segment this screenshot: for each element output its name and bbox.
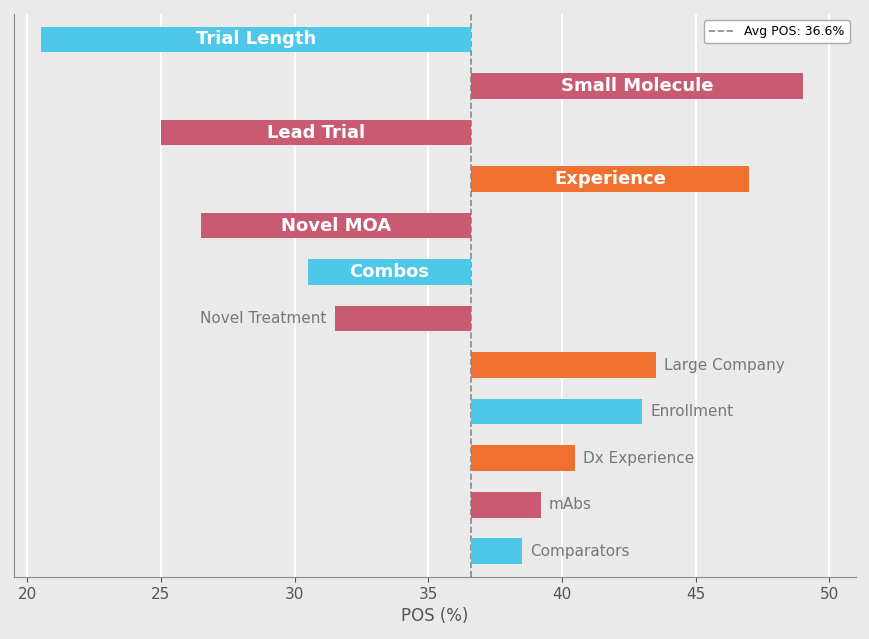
Bar xyxy=(470,352,655,378)
X-axis label: POS (%): POS (%) xyxy=(401,607,468,625)
Bar xyxy=(41,27,470,52)
Text: Dx Experience: Dx Experience xyxy=(583,450,693,466)
Bar xyxy=(470,492,540,518)
Text: Trial Length: Trial Length xyxy=(196,31,315,49)
Text: Large Company: Large Company xyxy=(663,358,784,373)
Legend: Avg POS: 36.6%: Avg POS: 36.6% xyxy=(704,20,849,43)
Text: Combos: Combos xyxy=(349,263,429,281)
Text: mAbs: mAbs xyxy=(548,497,591,512)
Text: Novel MOA: Novel MOA xyxy=(281,217,391,235)
Bar xyxy=(470,166,748,192)
Text: Lead Trial: Lead Trial xyxy=(267,123,365,141)
Bar xyxy=(470,539,521,564)
Bar xyxy=(161,119,470,145)
Bar xyxy=(470,73,802,99)
Text: Novel Treatment: Novel Treatment xyxy=(200,311,327,326)
Bar xyxy=(470,445,574,471)
Text: Enrollment: Enrollment xyxy=(649,404,733,419)
Text: Experience: Experience xyxy=(554,170,666,188)
Bar xyxy=(308,259,470,285)
Bar xyxy=(335,306,470,332)
Bar xyxy=(201,213,470,238)
Text: Small Molecule: Small Molecule xyxy=(560,77,713,95)
Bar xyxy=(470,399,641,424)
Text: Comparators: Comparators xyxy=(529,544,628,558)
